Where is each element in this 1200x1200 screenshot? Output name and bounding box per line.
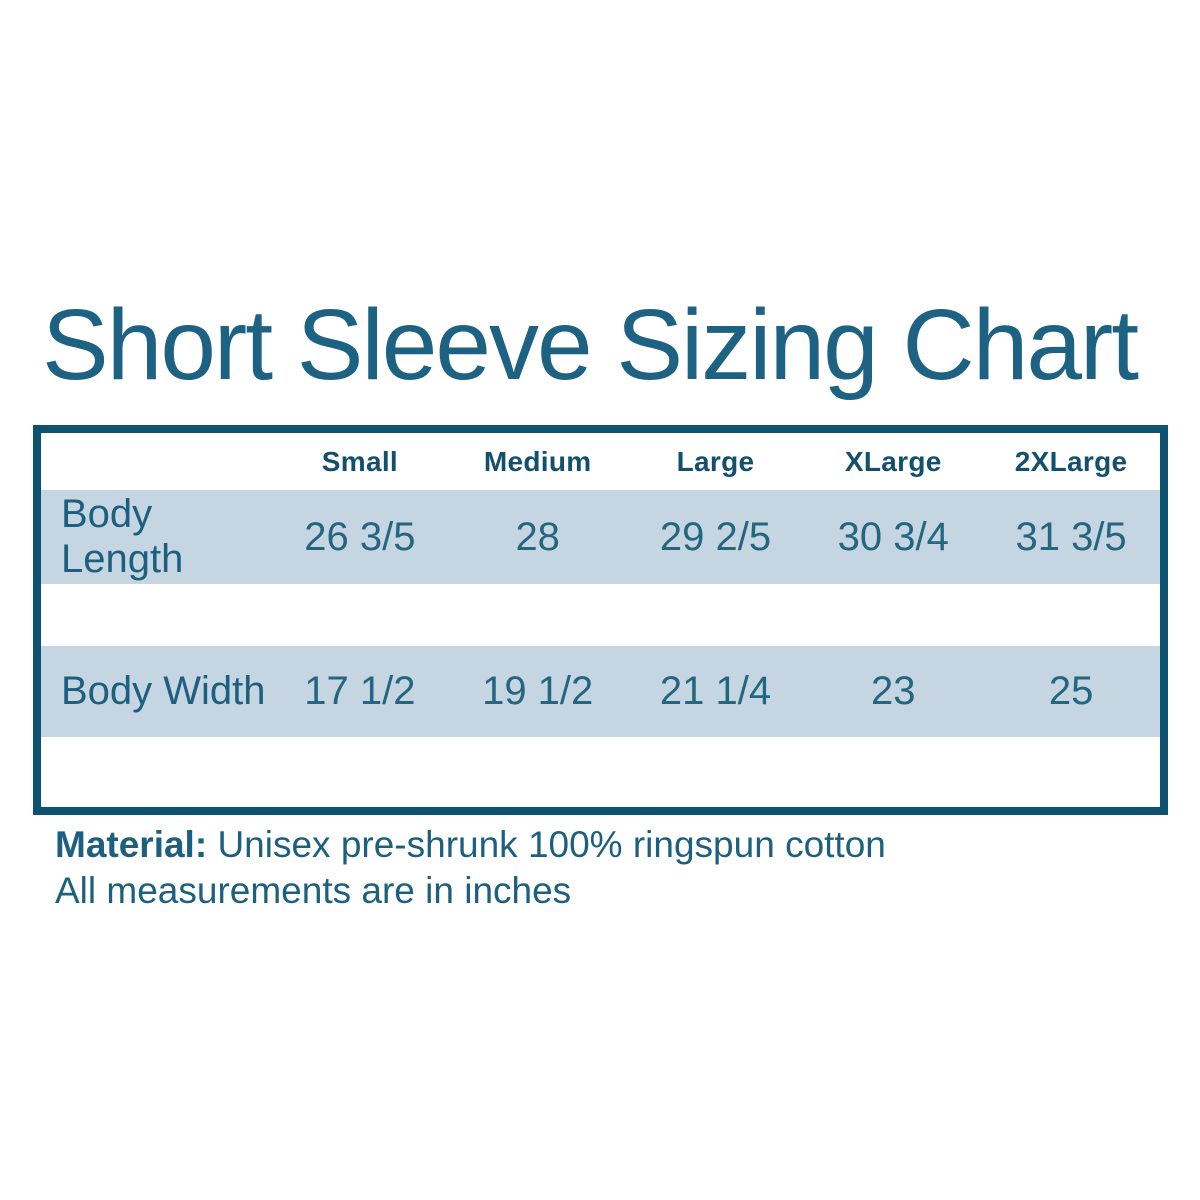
table-row-body-length: Body Length 26 3/5 28 29 2/5 30 3/4 31 3… <box>41 490 1160 584</box>
body-width-2xlarge: 25 <box>1048 669 1094 713</box>
body-length-small: 26 3/5 <box>304 514 416 559</box>
body-length-2xlarge: 31 3/5 <box>1015 514 1127 559</box>
row-label-body-width: Body Width <box>61 669 266 713</box>
body-width-small: 17 1/2 <box>304 669 416 713</box>
measurements-note: All measurements are in inches <box>55 870 572 911</box>
column-header-xlarge: XLarge <box>844 445 942 477</box>
column-header-medium: Medium <box>483 445 592 477</box>
body-length-xlarge: 30 3/4 <box>837 514 949 559</box>
page-title: Short Sleeve Sizing Chart <box>42 289 1139 401</box>
column-header-2xlarge: 2XLarge <box>1014 445 1128 477</box>
body-width-xlarge: 23 <box>871 669 916 713</box>
table-header-row: Small Medium Large XLarge 2XLarge <box>41 433 1160 490</box>
body-width-medium: 19 1/2 <box>482 669 594 713</box>
column-header-large: Large <box>676 445 755 477</box>
material-value: Unisex pre-shrunk 100% ringspun cotton <box>217 824 886 865</box>
column-header-small: Small <box>321 445 398 477</box>
row-label-body-length: Body Length <box>61 492 184 581</box>
table-bottom-filler-row <box>41 737 1160 807</box>
material-note: Material: Unisex pre-shrunk 100% ringspu… <box>55 822 886 868</box>
table-spacer-row <box>41 584 1160 646</box>
table-row-body-width: Body Width 17 1/2 19 1/2 21 1/4 23 25 <box>41 646 1160 737</box>
notes-block: Material: Unisex pre-shrunk 100% ringspu… <box>55 822 886 914</box>
body-length-large: 29 2/5 <box>659 514 772 559</box>
sizing-table: Small Medium Large XLarge 2XLarge Body L… <box>33 425 1168 815</box>
material-label: Material: <box>55 824 208 865</box>
body-width-large: 21 1/4 <box>659 669 772 713</box>
body-length-medium: 28 <box>515 514 560 559</box>
